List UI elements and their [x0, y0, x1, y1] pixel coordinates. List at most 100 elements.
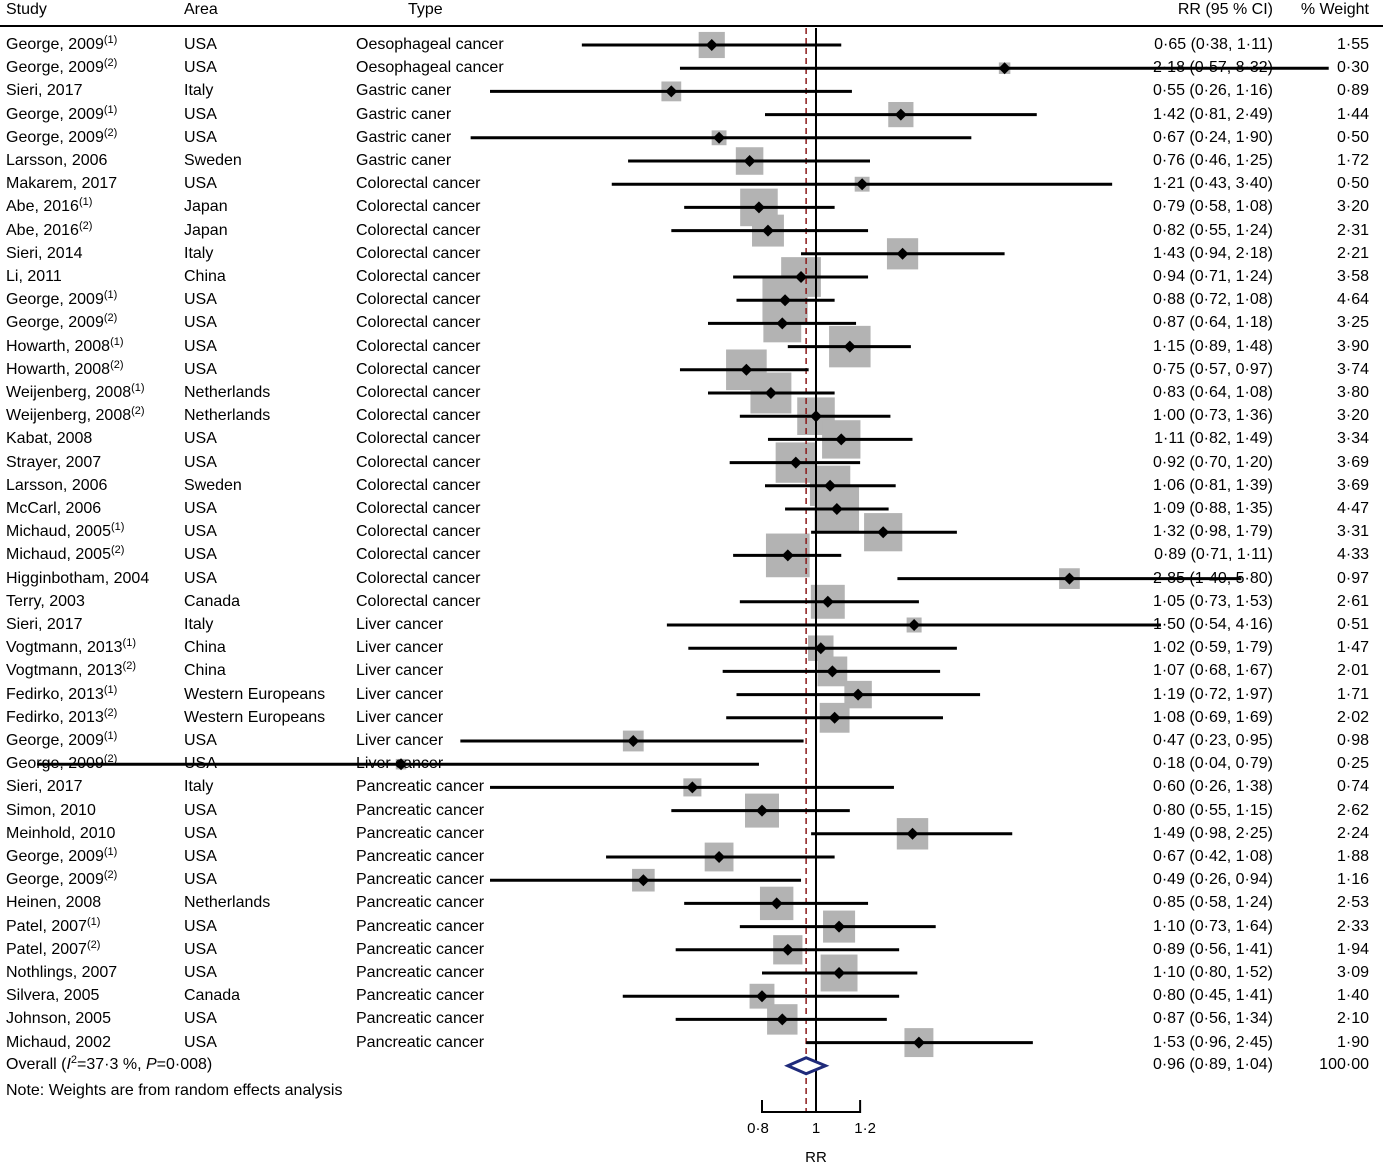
- study-type: Pancreatic cancer: [356, 848, 485, 865]
- point-estimate: [770, 897, 783, 910]
- study-rr-ci: 1·10 (0·80, 1·52): [1152, 964, 1273, 981]
- study-area: USA: [184, 337, 217, 355]
- study-rr-ci: 1·08 (0·69, 1·69): [1152, 708, 1273, 726]
- study-weight: 0·98: [1336, 732, 1369, 749]
- study-type: Pancreatic cancer: [356, 894, 485, 912]
- study-weight: 3·69: [1336, 476, 1369, 494]
- study-rr-ci: 0·49 (0·26, 0·94): [1152, 871, 1273, 889]
- x-tick-label: 1·2: [854, 1120, 876, 1137]
- study-name: Johnson, 2005: [6, 1010, 111, 1028]
- study-name: Larsson, 2006: [6, 152, 108, 169]
- header-rule: [0, 25, 1383, 27]
- study-area: Italy: [184, 82, 214, 100]
- study-rr-ci: 1·42 (0·81, 2·49): [1152, 105, 1273, 123]
- study-area: Italy: [184, 616, 214, 633]
- study-type: Pancreatic cancer: [356, 1010, 485, 1028]
- point-estimate: [713, 851, 726, 863]
- study-rr-ci: 0·94 (0·71, 1·24): [1152, 268, 1273, 285]
- study-rr-ci: 0·75 (0·57, 0·97): [1152, 360, 1273, 378]
- overall-weight: 100·00: [1319, 1056, 1369, 1073]
- study-name: Fedirko, 2013(2): [6, 706, 118, 726]
- study-area: USA: [184, 500, 217, 517]
- study-area: Sweden: [184, 476, 242, 494]
- study-area: USA: [184, 453, 217, 471]
- overall-diamond: [784, 1056, 830, 1076]
- study-name: Howarth, 2008(1): [6, 335, 124, 355]
- study-name: George, 2009(2): [6, 126, 118, 146]
- study-name: George, 2009(2): [6, 57, 118, 77]
- point-estimate: [896, 247, 909, 260]
- point-estimate: [686, 781, 699, 794]
- study-name: Patel, 2007(2): [6, 938, 101, 958]
- study-area: Canada: [184, 592, 241, 610]
- point-estimate: [828, 711, 841, 724]
- study-rr-ci: 0·87 (0·56, 1·34): [1152, 1010, 1273, 1028]
- study-type: Colorectal cancer: [356, 314, 481, 332]
- study-weight: 4·33: [1336, 546, 1369, 564]
- point-estimate: [810, 410, 822, 423]
- study-weight: 0·74: [1336, 778, 1369, 796]
- study-weight: 2·61: [1336, 592, 1369, 610]
- study-rr-ci: 0·67 (0·24, 1·90): [1152, 128, 1273, 146]
- study-type: Colorectal cancer: [356, 198, 481, 216]
- point-estimate: [764, 387, 777, 399]
- study-rr-ci: 1·00 (0·73, 1·36): [1152, 407, 1273, 425]
- study-area: USA: [184, 732, 217, 749]
- study-area: USA: [184, 175, 217, 193]
- header-weight: % Weight: [1300, 1, 1369, 18]
- point-estimate: [395, 758, 408, 771]
- study-name: George, 2009(1): [6, 730, 118, 750]
- point-estimate: [705, 39, 718, 51]
- study-type: Colorectal cancer: [356, 221, 481, 239]
- study-name: Howarth, 2008(2): [6, 358, 124, 378]
- point-estimate: [833, 967, 846, 979]
- study-rr-ci: 0·89 (0·56, 1·41): [1152, 940, 1273, 958]
- study-name: Sieri, 2017: [6, 616, 83, 633]
- study-weight: 1·44: [1336, 105, 1369, 123]
- point-estimate: [821, 595, 834, 608]
- study-type: Colorectal cancer: [356, 592, 481, 610]
- study-weight: 0·25: [1336, 755, 1369, 773]
- study-area: Japan: [184, 198, 228, 216]
- study-name: Silvera, 2005: [6, 987, 100, 1005]
- point-estimate: [833, 920, 846, 933]
- study-area: Western Europeans: [184, 685, 326, 703]
- study-name: Meinhold, 2010: [6, 824, 116, 842]
- study-weight: 1·94: [1336, 940, 1369, 958]
- point-estimate: [824, 479, 837, 492]
- study-type: Colorectal cancer: [356, 523, 481, 541]
- study-weight: 2·10: [1336, 1010, 1369, 1028]
- study-rr-ci: 0·80 (0·45, 1·41): [1152, 987, 1273, 1005]
- study-rr-ci: 1·49 (0·98, 2·25): [1152, 824, 1273, 842]
- study-weight: 4·47: [1336, 500, 1369, 517]
- study-area: USA: [184, 1033, 217, 1051]
- study-name: George, 2009(1): [6, 34, 118, 54]
- study-name: Abe, 2016(1): [6, 196, 93, 216]
- overall-label: Overall (I2=37·3 %, P=0·008): [6, 1054, 213, 1074]
- study-name: Vogtmann, 2013(1): [6, 637, 136, 657]
- study-name: George, 2009(1): [6, 289, 118, 309]
- study-rr-ci: 2·85 (1·40, 5·80): [1152, 569, 1273, 587]
- study-weight: 0·30: [1336, 59, 1369, 77]
- study-name: Terry, 2003: [6, 592, 85, 610]
- study-type: Pancreatic cancer: [356, 801, 485, 819]
- study-name: Vogtmann, 2013(2): [6, 660, 136, 680]
- point-estimate: [795, 271, 808, 283]
- study-weight: 3·90: [1336, 337, 1369, 355]
- study-area: USA: [184, 59, 217, 77]
- x-tick-label: 0·8: [747, 1120, 769, 1137]
- study-weight: 3·20: [1336, 407, 1369, 425]
- study-type: Oesophageal cancer: [356, 36, 504, 53]
- study-weight: 1·55: [1336, 36, 1369, 53]
- study-weight: 2·53: [1336, 894, 1369, 912]
- point-estimate: [776, 317, 789, 330]
- point-estimate: [713, 131, 726, 144]
- study-weight: 3·74: [1336, 360, 1369, 378]
- study-area: USA: [184, 940, 217, 958]
- point-estimate: [843, 340, 856, 353]
- study-type: Liver cancer: [356, 755, 444, 773]
- study-area: USA: [184, 546, 217, 564]
- study-area: USA: [184, 128, 217, 146]
- point-estimate: [740, 363, 753, 376]
